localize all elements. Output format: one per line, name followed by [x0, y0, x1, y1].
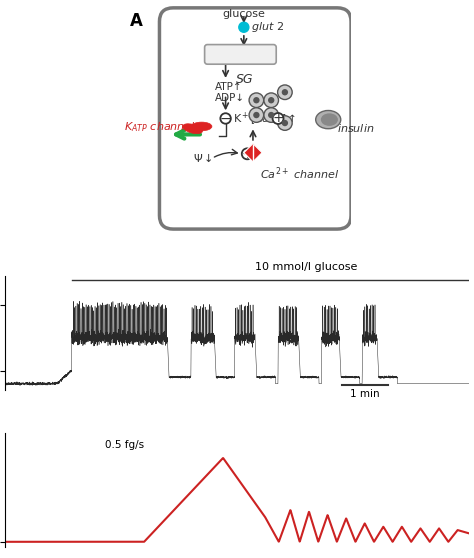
Ellipse shape: [182, 124, 202, 134]
FancyBboxPatch shape: [159, 8, 351, 229]
Circle shape: [249, 93, 264, 108]
Text: ATP↑: ATP↑: [215, 82, 243, 92]
Circle shape: [220, 113, 231, 124]
Text: A: A: [130, 12, 143, 31]
Circle shape: [268, 112, 274, 118]
Text: $\it{insulin}$: $\it{insulin}$: [337, 122, 375, 133]
Text: $\it{K_{ATP}}$ $\it{channels}$: $\it{K_{ATP}}$ $\it{channels}$: [124, 121, 201, 134]
Circle shape: [253, 97, 260, 103]
Circle shape: [268, 97, 274, 103]
Circle shape: [278, 116, 292, 131]
Text: metabolism: metabolism: [208, 50, 273, 59]
Text: SG: SG: [236, 73, 254, 86]
Ellipse shape: [321, 113, 338, 126]
Text: [Ca$^{2+}$]$\uparrow$: [Ca$^{2+}$]$\uparrow$: [249, 112, 296, 127]
Text: ADP↓: ADP↓: [215, 93, 246, 103]
Circle shape: [249, 108, 264, 122]
Text: 1 min: 1 min: [350, 389, 380, 399]
Ellipse shape: [316, 110, 341, 129]
Circle shape: [282, 120, 288, 126]
Circle shape: [253, 112, 260, 118]
Text: $\Psi\downarrow$: $\Psi\downarrow$: [193, 152, 213, 165]
Ellipse shape: [191, 122, 212, 131]
Text: +: +: [272, 112, 284, 126]
Text: −: −: [220, 112, 231, 126]
FancyBboxPatch shape: [205, 45, 276, 64]
Circle shape: [273, 113, 283, 124]
Text: +: +: [241, 147, 253, 161]
Circle shape: [278, 85, 292, 99]
Circle shape: [282, 89, 288, 95]
Text: $\it{glut\ 2}$: $\it{glut\ 2}$: [251, 20, 284, 34]
Text: 0.5 fg/s: 0.5 fg/s: [105, 440, 144, 450]
Polygon shape: [244, 143, 262, 162]
Circle shape: [264, 93, 279, 108]
Text: glucose: glucose: [222, 9, 265, 19]
Text: 10 mmol/l glucose: 10 mmol/l glucose: [255, 262, 358, 272]
Text: K$^+$: K$^+$: [233, 111, 249, 126]
Circle shape: [264, 108, 279, 122]
Circle shape: [242, 148, 253, 159]
Text: $\it{Ca^{2+}\ channel}$: $\it{Ca^{2+}\ channel}$: [260, 165, 339, 182]
Circle shape: [239, 22, 249, 32]
